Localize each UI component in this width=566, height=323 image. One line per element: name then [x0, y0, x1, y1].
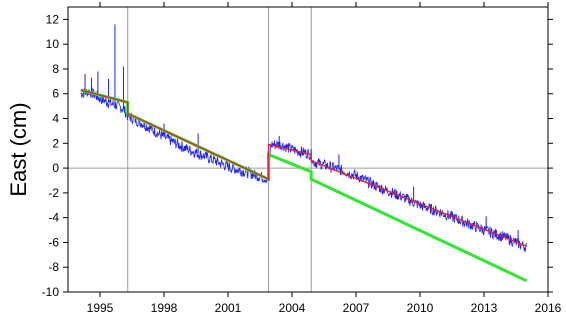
x-tick-label: 1995	[87, 301, 114, 315]
y-tick-label: 2	[52, 136, 59, 150]
y-tick-label: 0	[52, 161, 59, 175]
y-tick-label: -2	[48, 186, 59, 200]
y-tick-label: -4	[48, 211, 59, 225]
y-tick-label: 4	[52, 112, 59, 126]
observed-series-line	[80, 87, 528, 253]
y-axis-title: East (cm)	[6, 102, 31, 196]
x-tick-label: 2007	[343, 301, 370, 315]
x-tick-label: 2016	[535, 301, 562, 315]
x-tick-label: 1998	[151, 301, 178, 315]
x-tick-label: 2001	[215, 301, 242, 315]
y-tick-label: -8	[48, 260, 59, 274]
model-series-line	[80, 89, 527, 247]
x-tick-label: 2013	[471, 301, 498, 315]
plot-frame	[67, 6, 549, 293]
detrended-series-line	[80, 88, 528, 283]
y-tick-label: 8	[52, 62, 59, 76]
x-tick-label: 2004	[279, 301, 306, 315]
x-tick-label: 2010	[407, 301, 434, 315]
y-tick-label: 6	[52, 87, 59, 101]
series-layer	[80, 24, 528, 283]
ticks-layer: -10 -8 -6 -4 -2 0 2 4 6 8 10 12 1995 1998 2001 2004 2007…	[42, 2, 562, 315]
y-tick-label: 12	[46, 12, 60, 26]
y-tick-label: -6	[48, 235, 59, 249]
y-tick-label: -10	[42, 285, 60, 299]
y-tick-label: 10	[46, 37, 60, 51]
